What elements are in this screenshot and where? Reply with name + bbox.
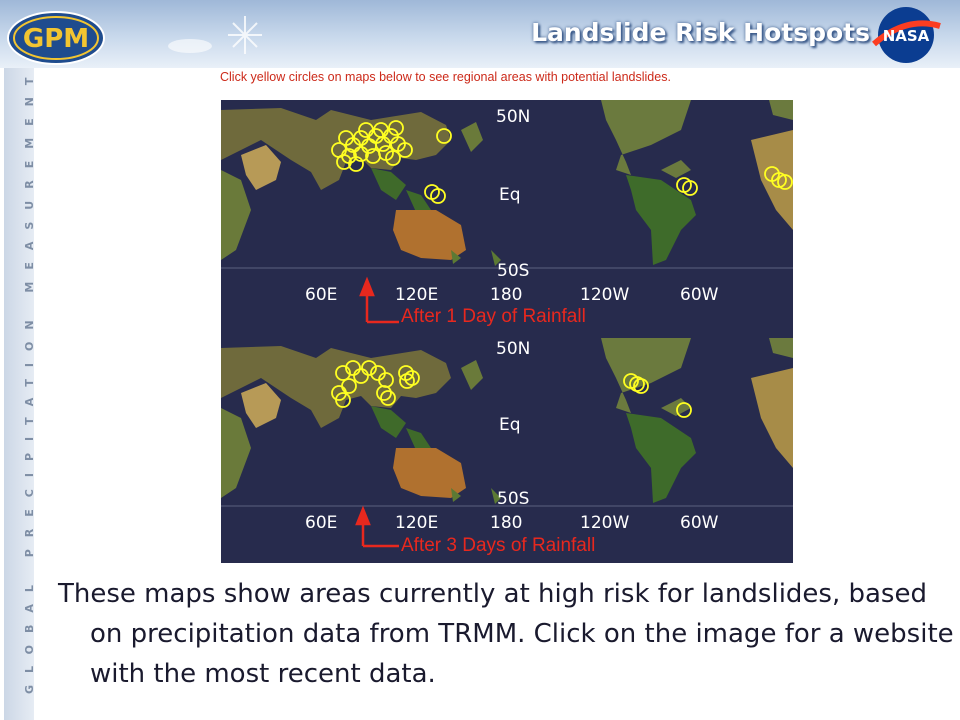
lon-label-60w: 60W: [680, 513, 719, 533]
svg-text:NASA: NASA: [883, 27, 930, 45]
lon-label-60w: 60W: [680, 285, 719, 305]
lat-label-50n: 50N: [496, 339, 530, 359]
lat-label-50s: 50S: [497, 261, 529, 281]
panel1-caption: After 1 Day of Rainfall: [401, 306, 586, 327]
body-paragraph: These maps show areas currently at high …: [58, 579, 954, 689]
sidebar-label: GLOBAL PRECIPITATION MEASUREMENT: [23, 65, 36, 694]
lon-label-180: 180: [490, 285, 522, 305]
lon-label-120w: 120W: [580, 285, 629, 305]
lon-label-60e: 60E: [305, 285, 337, 305]
map-panel-1: 50N Eq 50S 60E 120E 180 120W 60W After 1…: [221, 100, 793, 338]
lon-label-120e: 120E: [395, 285, 438, 305]
lon-label-60e: 60E: [305, 513, 337, 533]
instruction-text: Click yellow circles on maps below to se…: [220, 70, 671, 84]
gpm-logo: GPM: [7, 11, 105, 65]
map-panel-2: 50N Eq 50S 60E 120E 180 120W 60W After 3…: [221, 338, 793, 563]
hotspot-circles: [331, 360, 692, 418]
panel2-caption: After 3 Days of Rainfall: [401, 535, 595, 556]
lat-label-50s: 50S: [497, 489, 529, 509]
lon-label-120w: 120W: [580, 513, 629, 533]
arrow-icon: [359, 276, 399, 324]
slide-title: Landslide Risk Hotspots: [531, 18, 870, 47]
hotspot-circles: [331, 120, 793, 204]
sidebar: GLOBAL PRECIPITATION MEASUREMENT: [0, 65, 40, 720]
arrow-icon: [355, 505, 399, 548]
landslide-map-image[interactable]: 50N Eq 50S 60E 120E 180 120W 60W After 1…: [221, 100, 793, 563]
lat-label-50n: 50N: [496, 107, 530, 127]
slide-header: GPM Landslide Risk Hotspots NASA: [0, 0, 960, 68]
lat-label-eq: Eq: [499, 415, 521, 435]
body-text: These maps show areas currently at high …: [58, 574, 958, 694]
snowflake-icon: [168, 16, 262, 54]
sidebar-strip: [4, 68, 34, 720]
lon-label-180: 180: [490, 513, 522, 533]
lon-label-120e: 120E: [395, 513, 438, 533]
nasa-logo: NASA: [872, 7, 941, 63]
svg-text:GPM: GPM: [23, 24, 89, 54]
lat-label-eq: Eq: [499, 185, 521, 205]
